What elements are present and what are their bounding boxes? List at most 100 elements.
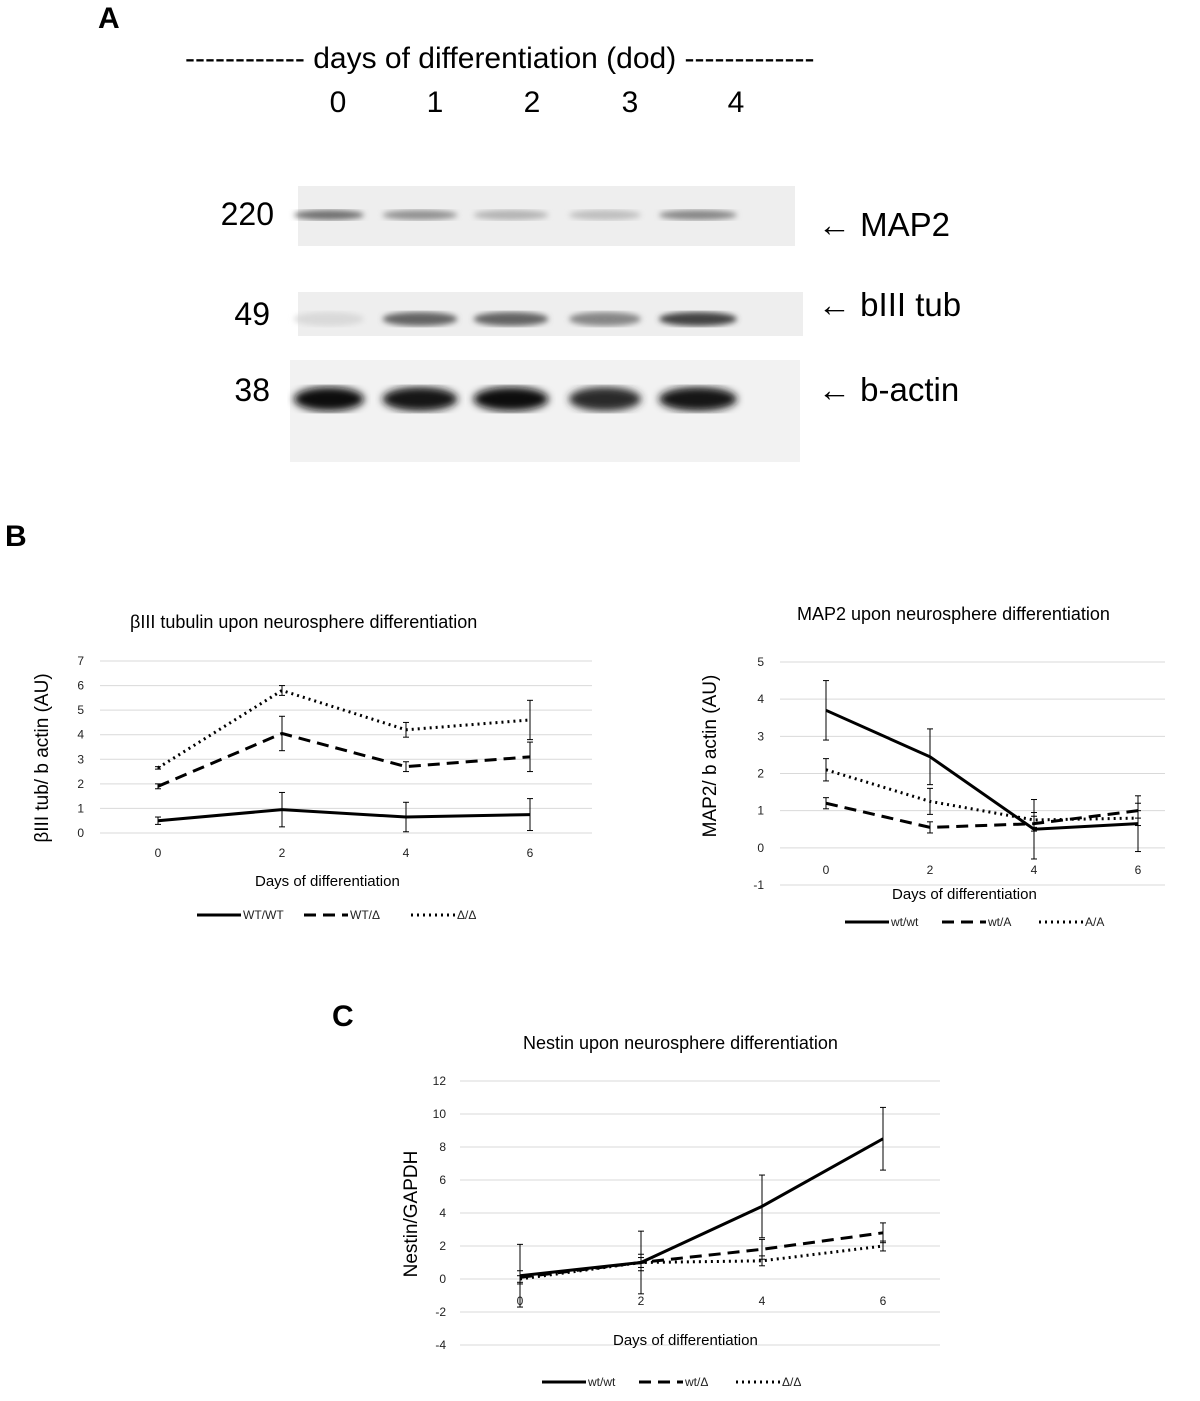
- band-label-b-actin: ← b-actin: [818, 371, 960, 408]
- error-bar: [403, 801, 409, 833]
- error-bar: [155, 816, 161, 825]
- series-line: [825, 768, 1139, 822]
- chart3-xlabel: Days of differentiation: [613, 1332, 758, 1349]
- chart2-plot: -1 0 1 2 3 4 5 0 2 4 6: [753, 655, 1165, 892]
- y-tick-label: 10: [433, 1107, 447, 1121]
- y-tick-label: 2: [757, 767, 764, 781]
- panel-c-letter: C: [332, 1000, 354, 1033]
- y-tick-label: 5: [757, 655, 764, 669]
- error-bar: [527, 798, 533, 832]
- error-bar: [927, 787, 933, 815]
- blot-band: [659, 387, 737, 411]
- error-bar: [279, 685, 285, 696]
- y-tick-label: 0: [77, 826, 84, 840]
- legend-label: wt/Δ: [684, 1375, 708, 1389]
- y-tick-label: 7: [77, 654, 84, 668]
- error-bar: [279, 791, 285, 828]
- y-tick-label: 6: [439, 1173, 446, 1187]
- chart1-title: βIII tubulin upon neurosphere differenti…: [130, 612, 478, 632]
- y-tick-label: 3: [757, 729, 764, 743]
- legend-label: WT/WT: [243, 908, 284, 922]
- lane-label: 3: [621, 86, 639, 119]
- series-line: [519, 1244, 884, 1281]
- chart3-legend: wt/wt wt/Δ Δ/Δ: [542, 1375, 801, 1389]
- y-tick-label: 0: [757, 841, 764, 855]
- series-line: [825, 801, 1139, 829]
- legend-label: wt/wt: [587, 1375, 616, 1389]
- chart2-legend: wt/wt wt/A A/A: [845, 915, 1104, 929]
- x-tick-label: 6: [1135, 863, 1142, 877]
- y-tick-label: 4: [757, 692, 764, 706]
- mw-marker: 220: [220, 196, 274, 232]
- error-bar: [638, 1257, 644, 1268]
- y-tick-label: 1: [757, 804, 764, 818]
- y-tick-label: 2: [77, 777, 84, 791]
- chart3-title: Nestin upon neurosphere differentiation: [523, 1033, 838, 1053]
- blot-band: [382, 312, 458, 326]
- error-bar: [527, 699, 533, 741]
- lane-label: 0: [329, 86, 347, 119]
- y-tick-label: -4: [435, 1338, 446, 1352]
- x-tick-label: 0: [823, 863, 830, 877]
- x-tick-label: 6: [527, 846, 534, 860]
- blot-band: [659, 312, 737, 326]
- band-label-map2: ← MAP2: [818, 206, 951, 243]
- error-bar: [155, 783, 161, 790]
- x-tick-label: 4: [403, 846, 410, 860]
- y-tick-label: -1: [753, 878, 764, 892]
- blot-band: [382, 210, 458, 220]
- blot-band: [294, 387, 364, 411]
- chart1-xlabel: Days of differentiation: [255, 873, 400, 890]
- legend-label: WT/Δ: [350, 908, 380, 922]
- error-bar: [880, 1106, 886, 1171]
- chart2-title: MAP2 upon neurosphere differentiation: [797, 604, 1110, 624]
- legend-label: wt/A: [987, 915, 1011, 929]
- dod-header: ------------ days of differentiation (do…: [185, 42, 815, 75]
- lane-label: 4: [727, 86, 745, 119]
- y-tick-label: 2: [439, 1239, 446, 1253]
- y-tick-label: 12: [433, 1074, 447, 1088]
- blot-band: [569, 387, 641, 411]
- series-line: [157, 688, 531, 770]
- error-bar: [823, 797, 829, 810]
- x-tick-label: 4: [1031, 863, 1038, 877]
- error-bar: [279, 715, 285, 752]
- band-label-biii-tub: ← bIII tub: [818, 286, 962, 323]
- y-tick-label: 3: [77, 752, 84, 766]
- western-blot: [290, 186, 803, 462]
- lane-label: 2: [523, 86, 541, 119]
- error-bar: [1031, 812, 1037, 828]
- blot-strip-b-actin: [290, 360, 800, 462]
- blot-band: [294, 312, 364, 326]
- y-tick-label: -2: [435, 1305, 446, 1319]
- blot-band: [659, 210, 737, 220]
- blot-band: [473, 312, 549, 326]
- y-tick-label: 4: [439, 1206, 446, 1220]
- error-bar: [880, 1240, 886, 1252]
- error-bar: [759, 1255, 765, 1267]
- blot-band: [294, 210, 364, 220]
- panel-a-letter: A: [98, 2, 120, 35]
- y-tick-label: 8: [439, 1140, 446, 1154]
- error-bar: [527, 741, 533, 773]
- series-line: [825, 708, 1139, 831]
- chart2-ylabel: MAP2/ b actin (AU): [700, 674, 721, 838]
- chart1-legend: WT/WT WT/Δ Δ/Δ: [197, 908, 476, 922]
- x-tick-label: 2: [279, 846, 286, 860]
- y-tick-label: 5: [77, 703, 84, 717]
- error-bar: [517, 1275, 523, 1283]
- x-tick-label: 2: [927, 863, 934, 877]
- blot-band: [473, 387, 549, 411]
- legend-label: Δ/Δ: [457, 908, 476, 922]
- legend-label: wt/wt: [890, 915, 919, 929]
- blot-strip-biii-tub: [298, 292, 803, 336]
- error-bar: [927, 728, 933, 786]
- blot-band: [382, 387, 458, 411]
- x-tick-label: 4: [759, 1294, 766, 1308]
- error-bar: [1135, 810, 1141, 827]
- x-tick-label: 0: [155, 846, 162, 860]
- error-bar: [823, 680, 829, 741]
- error-bar: [927, 821, 933, 834]
- blot-band: [473, 210, 549, 220]
- y-tick-label: 6: [77, 679, 84, 693]
